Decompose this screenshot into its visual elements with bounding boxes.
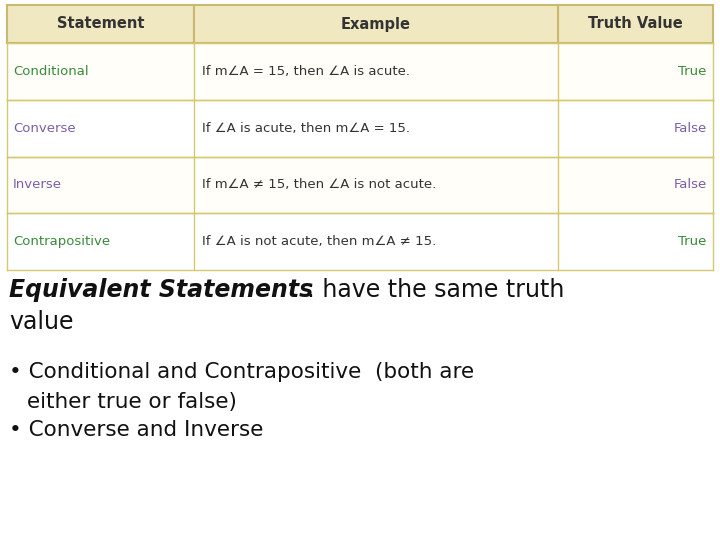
Text: value: value xyxy=(9,310,73,334)
Text: Conditional: Conditional xyxy=(13,65,89,78)
Text: Converse: Converse xyxy=(13,122,76,134)
Polygon shape xyxy=(194,5,557,43)
Polygon shape xyxy=(7,213,194,270)
Polygon shape xyxy=(194,43,557,100)
Text: If ∠A is not acute, then m∠A ≠ 15.: If ∠A is not acute, then m∠A ≠ 15. xyxy=(202,235,436,248)
Polygon shape xyxy=(557,157,713,213)
Text: • Conditional and Contrapositive  (both are: • Conditional and Contrapositive (both a… xyxy=(9,362,474,382)
Polygon shape xyxy=(194,213,557,270)
Text: • Converse and Inverse: • Converse and Inverse xyxy=(9,420,264,440)
Text: If m∠A = 15, then ∠A is acute.: If m∠A = 15, then ∠A is acute. xyxy=(202,65,410,78)
Polygon shape xyxy=(194,157,557,213)
Text: Equivalent Statements: Equivalent Statements xyxy=(9,278,313,302)
Polygon shape xyxy=(7,100,194,157)
Polygon shape xyxy=(7,43,194,100)
Text: If m∠A ≠ 15, then ∠A is not acute.: If m∠A ≠ 15, then ∠A is not acute. xyxy=(202,178,436,191)
Text: Truth Value: Truth Value xyxy=(588,17,683,31)
Text: Inverse: Inverse xyxy=(13,178,62,191)
Text: Example: Example xyxy=(341,17,411,31)
Text: Statement: Statement xyxy=(57,17,145,31)
Text: Contrapositive: Contrapositive xyxy=(13,235,110,248)
Polygon shape xyxy=(557,43,713,100)
Polygon shape xyxy=(7,157,194,213)
Polygon shape xyxy=(7,5,194,43)
Text: False: False xyxy=(673,178,707,191)
Polygon shape xyxy=(194,100,557,157)
Text: True: True xyxy=(678,235,707,248)
Polygon shape xyxy=(557,100,713,157)
Text: If ∠A is acute, then m∠A = 15.: If ∠A is acute, then m∠A = 15. xyxy=(202,122,410,134)
Text: either true or false): either true or false) xyxy=(27,392,237,412)
Polygon shape xyxy=(557,213,713,270)
Text: False: False xyxy=(673,122,707,134)
Text: : have the same truth: : have the same truth xyxy=(307,278,564,302)
Text: True: True xyxy=(678,65,707,78)
Polygon shape xyxy=(557,5,713,43)
